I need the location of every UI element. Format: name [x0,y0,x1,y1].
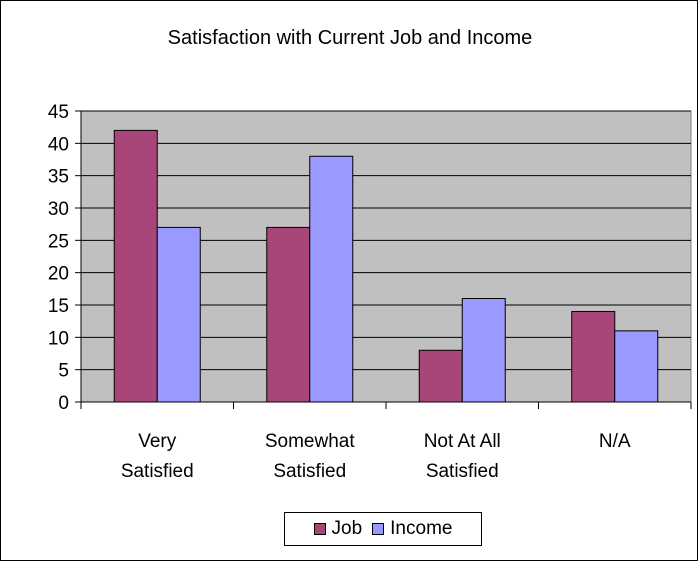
bar-income-2 [461,298,506,403]
y-tick-label: 25 [48,231,69,252]
bar-job-0 [113,129,158,403]
legend-swatch-income [372,523,385,535]
y-tick-label: 45 [48,102,69,123]
y-tick-label: 35 [48,167,69,188]
bar-income-0 [156,226,201,403]
legend-swatch-job [313,523,326,535]
bar-job-1 [266,226,311,403]
x-category-label: Satisfied [273,461,346,482]
y-tick-label: 40 [48,134,69,155]
x-category-label: Somewhat [265,431,355,452]
bar-income-3 [614,330,659,403]
bar-job-3 [571,310,616,403]
legend-label-job: Job [331,518,363,539]
legend-label-income: Income [390,518,453,539]
y-tick-label: 0 [58,393,69,414]
y-tick-label: 15 [48,296,69,317]
y-tick-label: 5 [58,361,69,382]
bar-job-2 [418,349,463,403]
x-category-label: Very [138,431,177,452]
y-tick-label: 20 [48,264,69,285]
x-category-label: Satisfied [121,461,194,482]
bar-income-1 [309,155,354,403]
x-category-label: N/A [599,431,631,452]
x-category-label: Not At All [424,431,501,452]
y-tick-label: 10 [48,328,69,349]
legend: Job Income [284,512,482,546]
legend-item-job: Job [313,518,363,540]
chart-title: Satisfaction with Current Job and Income [167,27,533,49]
legend-item-income: Income [372,518,452,540]
y-tick-label: 30 [48,199,69,220]
x-category-label: Satisfied [426,461,499,482]
